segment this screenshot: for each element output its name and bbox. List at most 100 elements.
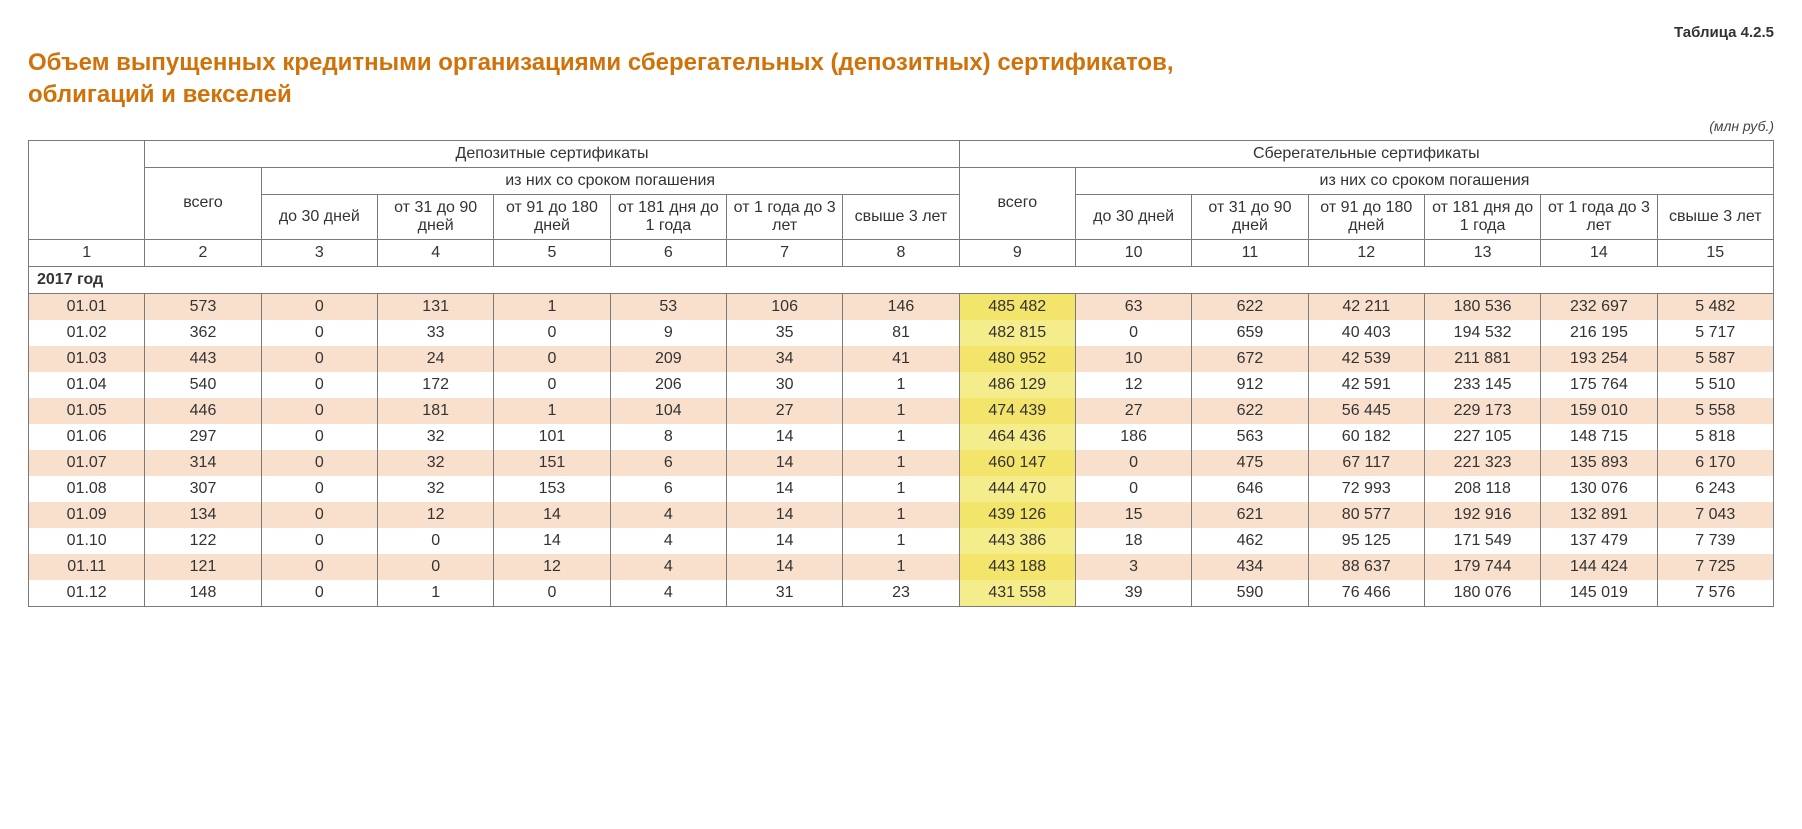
cell: 208 118: [1424, 476, 1540, 502]
cell: 95 125: [1308, 528, 1424, 554]
table-row: 01.1012200144141443 3861846295 125171 54…: [29, 528, 1774, 554]
cell: 5 482: [1657, 293, 1773, 320]
cell: 14: [726, 450, 842, 476]
cell: 443: [145, 346, 261, 372]
cell: 221 323: [1424, 450, 1540, 476]
cell: 6: [610, 476, 726, 502]
cell: 27: [726, 398, 842, 424]
cell: 431 558: [959, 580, 1075, 607]
cell: 6 243: [1657, 476, 1773, 502]
cell: 563: [1192, 424, 1308, 450]
row-date: 01.08: [29, 476, 145, 502]
cell: 60 182: [1308, 424, 1424, 450]
cell: 0: [1075, 450, 1191, 476]
header-mat-2-3: от 181 дня до 1 года: [1424, 194, 1540, 239]
header-group-savings: Сберегательные сертификаты: [959, 140, 1773, 167]
cell: 122: [145, 528, 261, 554]
cell: 31: [726, 580, 842, 607]
cell: 146: [843, 293, 959, 320]
cell: 175 764: [1541, 372, 1657, 398]
cell: 211 881: [1424, 346, 1540, 372]
cell: 0: [494, 580, 610, 607]
cell: 30: [726, 372, 842, 398]
header-mat-1-4: от 1 года до 3 лет: [726, 194, 842, 239]
colnum-5: 5: [494, 239, 610, 266]
cell: 622: [1192, 293, 1308, 320]
cell: 88 637: [1308, 554, 1424, 580]
cell: 0: [494, 346, 610, 372]
colnum-11: 11: [1192, 239, 1308, 266]
table-row: 01.0544601811104271474 4392762256 445229…: [29, 398, 1774, 424]
cell: 0: [261, 346, 377, 372]
table-row: 01.073140321516141460 147047567 117221 3…: [29, 450, 1774, 476]
cell: 7 725: [1657, 554, 1773, 580]
cell: 6: [610, 450, 726, 476]
row-date: 01.11: [29, 554, 145, 580]
cell: 134: [145, 502, 261, 528]
cell: 659: [1192, 320, 1308, 346]
cell: 475: [1192, 450, 1308, 476]
cell: 209: [610, 346, 726, 372]
cell: 7 043: [1657, 502, 1773, 528]
row-date: 01.09: [29, 502, 145, 528]
cell: 179 744: [1424, 554, 1540, 580]
colnum-10: 10: [1075, 239, 1191, 266]
header-mat-2-5: свыше 3 лет: [1657, 194, 1773, 239]
row-date: 01.10: [29, 528, 145, 554]
cell: 1: [843, 502, 959, 528]
header-mat-1-1: от 31 до 90 дней: [377, 194, 493, 239]
cell: 4: [610, 580, 726, 607]
cell: 573: [145, 293, 261, 320]
row-date: 01.07: [29, 450, 145, 476]
cell: 232 697: [1541, 293, 1657, 320]
cell: 121: [145, 554, 261, 580]
table-row: 01.02362033093581482 815065940 403194 53…: [29, 320, 1774, 346]
cell: 5 587: [1657, 346, 1773, 372]
cell: 1: [843, 424, 959, 450]
colnum-8: 8: [843, 239, 959, 266]
cell: 145 019: [1541, 580, 1657, 607]
cell: 307: [145, 476, 261, 502]
cell: 4: [610, 554, 726, 580]
cell: 1: [843, 528, 959, 554]
cell: 0: [494, 372, 610, 398]
cell: 3: [1075, 554, 1191, 580]
cell: 297: [145, 424, 261, 450]
cell: 1: [843, 372, 959, 398]
header-ofwhich-1: из них со сроком погашения: [261, 167, 959, 194]
cell: 0: [261, 450, 377, 476]
row-date: 01.02: [29, 320, 145, 346]
row-date: 01.12: [29, 580, 145, 607]
cell: 40 403: [1308, 320, 1424, 346]
header-mat-1-3: от 181 дня до 1 года: [610, 194, 726, 239]
cell: 1: [494, 293, 610, 320]
cell: 135 893: [1541, 450, 1657, 476]
cell: 5 717: [1657, 320, 1773, 346]
cell: 227 105: [1424, 424, 1540, 450]
title-line-2: облигаций и векселей: [28, 81, 292, 108]
cell: 0: [261, 372, 377, 398]
table-body: 2017 год 01.015730131153106146485 482636…: [29, 266, 1774, 606]
colnum-9: 9: [959, 239, 1075, 266]
cell: 485 482: [959, 293, 1075, 320]
cell: 1: [843, 450, 959, 476]
cell: 622: [1192, 398, 1308, 424]
table-row: 01.1214801043123431 5583959076 466180 07…: [29, 580, 1774, 607]
cell: 672: [1192, 346, 1308, 372]
cell: 444 470: [959, 476, 1075, 502]
cell: 132 891: [1541, 502, 1657, 528]
header-mat-2-2: от 91 до 180 дней: [1308, 194, 1424, 239]
cell: 56 445: [1308, 398, 1424, 424]
cell: 0: [377, 554, 493, 580]
cell: 14: [726, 502, 842, 528]
cell: 159 010: [1541, 398, 1657, 424]
cell: 0: [494, 320, 610, 346]
row-date: 01.06: [29, 424, 145, 450]
cell: 14: [494, 502, 610, 528]
cell: 53: [610, 293, 726, 320]
table-row: 01.015730131153106146485 4826362242 2111…: [29, 293, 1774, 320]
header-mat-1-0: до 30 дней: [261, 194, 377, 239]
table-row: 01.0344302402093441480 9521067242 539211…: [29, 346, 1774, 372]
cell: 0: [261, 424, 377, 450]
cell: 5 558: [1657, 398, 1773, 424]
